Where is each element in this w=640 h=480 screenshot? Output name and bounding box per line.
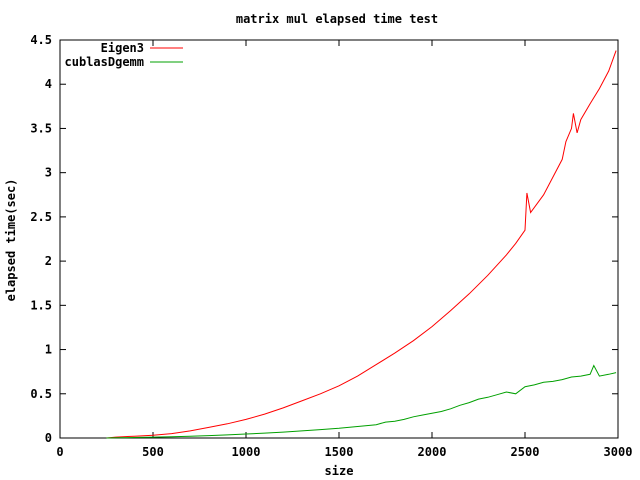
x-tick-label: 1500 [325, 445, 354, 459]
x-tick-label: 2500 [511, 445, 540, 459]
chart-title: matrix mul elapsed time test [236, 12, 438, 26]
y-axis-label: elapsed time(sec) [4, 179, 18, 302]
y-tick-label: 0 [45, 431, 52, 445]
x-tick-label: 1000 [232, 445, 261, 459]
x-tick-label: 3000 [604, 445, 633, 459]
series-line-eigen3 [106, 50, 617, 439]
legend-label-cublasdgemm: cublasDgemm [65, 55, 144, 69]
y-axis: 0 0.5 1 1.5 2 2.5 3 3.5 4 4.5 [30, 33, 618, 445]
y-tick-label: 2.5 [30, 210, 52, 224]
plot-frame [59, 39, 619, 439]
y-tick-label: 1 [45, 343, 52, 357]
series-line-cublasdgemm [106, 364, 617, 439]
x-tick-label: 0 [56, 445, 63, 459]
x-axis: 0 500 1000 1500 2000 2500 3000 [56, 40, 632, 459]
y-tick-label: 0.5 [30, 387, 52, 401]
legend-label-eigen3: Eigen3 [101, 41, 144, 55]
x-axis-label: size [325, 464, 354, 478]
x-tick-label: 2000 [418, 445, 447, 459]
y-tick-label: 3.5 [30, 121, 52, 135]
y-tick-label: 2 [45, 254, 52, 268]
series-layer [106, 50, 617, 439]
x-tick-label: 500 [142, 445, 164, 459]
y-tick-label: 4.5 [30, 33, 52, 47]
y-tick-label: 3 [45, 166, 52, 180]
y-tick-label: 4 [45, 77, 52, 91]
y-tick-label: 1.5 [30, 298, 52, 312]
